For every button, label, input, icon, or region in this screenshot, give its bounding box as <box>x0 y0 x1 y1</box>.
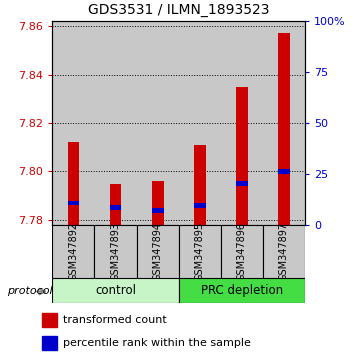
Bar <box>236 181 248 186</box>
Bar <box>263 21 305 225</box>
Bar <box>194 203 206 208</box>
Text: GSM347893: GSM347893 <box>110 222 121 281</box>
Bar <box>52 21 95 225</box>
Bar <box>43 336 57 350</box>
Text: percentile rank within the sample: percentile rank within the sample <box>63 338 251 348</box>
Bar <box>110 205 121 210</box>
Text: transformed count: transformed count <box>63 315 167 325</box>
Text: GSM347897: GSM347897 <box>279 222 289 281</box>
Bar <box>152 181 164 225</box>
Bar <box>179 225 221 278</box>
Bar <box>110 184 121 225</box>
Text: GSM347892: GSM347892 <box>68 222 78 281</box>
Bar <box>95 21 136 225</box>
Bar <box>136 21 179 225</box>
Bar <box>221 225 263 278</box>
Bar <box>179 21 221 225</box>
Bar <box>278 169 290 174</box>
Text: PRC depletion: PRC depletion <box>201 284 283 297</box>
Title: GDS3531 / ILMN_1893523: GDS3531 / ILMN_1893523 <box>88 4 269 17</box>
Bar <box>95 225 136 278</box>
Text: GSM347895: GSM347895 <box>195 222 205 281</box>
Bar <box>221 21 263 225</box>
Bar <box>263 225 305 278</box>
Text: control: control <box>95 284 136 297</box>
Bar <box>136 225 179 278</box>
Text: GSM347894: GSM347894 <box>153 222 163 281</box>
Text: protocol: protocol <box>7 286 53 296</box>
Bar <box>278 33 290 225</box>
Bar <box>194 145 206 225</box>
Bar <box>236 87 248 225</box>
Bar <box>179 278 305 303</box>
Text: GSM347896: GSM347896 <box>237 222 247 281</box>
Bar <box>68 201 79 205</box>
Bar <box>152 208 164 213</box>
Bar <box>52 225 95 278</box>
Bar <box>68 142 79 225</box>
Bar <box>52 278 179 303</box>
Bar <box>43 313 57 327</box>
